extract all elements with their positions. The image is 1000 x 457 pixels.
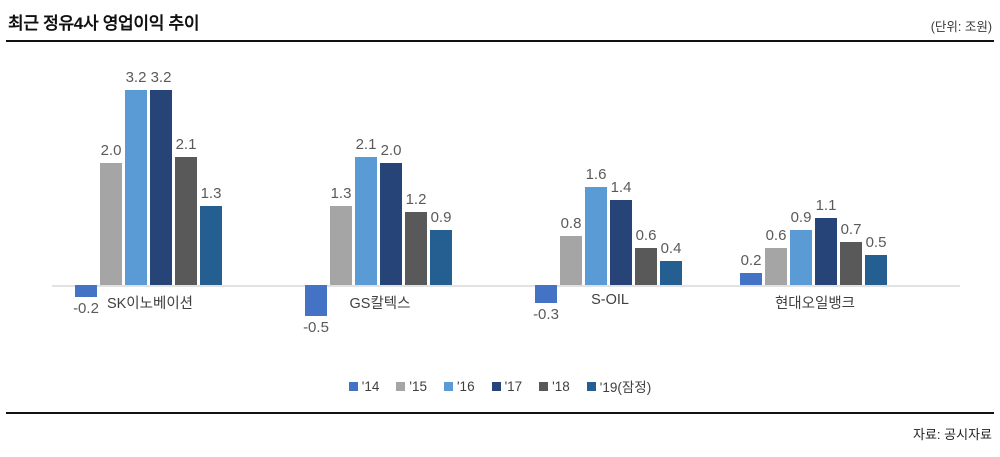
legend-swatch-icon [586,381,596,391]
bar-group: -0.3 0.8 1.6 1.4 0.6 0.4 S-OIL [533,42,685,372]
bar [150,89,172,285]
bar-value-label: 1.1 [815,196,837,214]
bar [380,163,402,285]
legend-item[interactable]: '16 [443,378,475,394]
legend-label: '19(잠정) [599,380,652,395]
bar-group: -0.2 2.0 3.2 3.2 2.1 1.3 SK이노베이션 [73,42,225,372]
bar [430,230,452,285]
legend-item[interactable]: '14 [348,378,380,394]
bar-group: -0.5 1.3 2.1 2.0 1.2 0.9 GS칼텍스 [303,42,455,372]
bar-value-label: 1.6 [585,166,607,184]
footer-divider [6,412,994,414]
bar-group: 0.2 0.6 0.9 1.1 0.7 0.5 현대오일뱅크 [740,42,890,372]
bar [765,248,787,285]
page-title: 최근 정유4사 영업이익 추이 [8,14,200,33]
bar-value-label: 2.0 [100,142,122,159]
bar-value-label: 1.3 [330,184,352,202]
legend-swatch-icon [539,381,549,391]
bar-value-label: 0.9 [790,209,812,227]
bar [635,248,657,285]
bar-value-label: 1.3 [200,184,222,202]
bar-value-label: 0.7 [840,221,862,239]
chart-header: 최근 정유4사 영업이익 추이 (단위: 조원) [0,0,1000,42]
chart-legend: '14 '15 '16 '17 '18 '19(잠정) [0,375,1000,397]
category-label: SK이노베이션 [106,296,194,312]
category-label: 현대오일뱅크 [774,296,856,312]
bar-value-label: 0.4 [660,239,682,257]
category-label: GS칼텍스 [349,296,411,312]
bar-value-label: 3.2 [150,68,172,86]
bar [330,205,352,285]
legend-label: '14 [361,378,380,394]
bar [740,272,762,285]
legend-swatch-icon [443,381,453,391]
legend-item[interactable]: '19(잠정) [586,376,652,396]
bar-value-label: 1.2 [405,190,427,208]
bar [610,199,632,285]
bar-value-label: 2.1 [175,135,197,153]
bar [100,163,122,285]
legend-item[interactable]: '17 [491,378,523,394]
legend-label: '17 [504,378,523,394]
legend-swatch-icon [396,381,406,391]
bar [560,236,582,285]
bar-value-label: 3.2 [125,68,147,86]
legend-label: '16 [456,378,475,394]
source-label: 자료: 공시자료 [913,427,992,442]
bar-value-label: 0.6 [765,227,787,245]
legend-item[interactable]: '15 [396,379,427,394]
bar [175,156,197,285]
bar-value-label: -0.3 [533,306,559,324]
unit-label: (단위: 조원) [930,20,992,34]
legend-swatch-icon [491,381,501,391]
bar [355,156,377,285]
legend-label: '15 [409,378,427,394]
bar-chart-plot: -0.2 2.0 3.2 3.2 2.1 1.3 SK이노베이션 -0.5 1.3 2.1 2.0 1… [0,42,1000,372]
bar-value-label: 0.2 [740,251,762,269]
bar [535,285,557,304]
bar-value-label: 0.8 [560,215,582,233]
bar-value-label: 1.4 [610,178,632,196]
bar [865,254,887,285]
bar [815,217,837,285]
bar-value-label: 0.6 [635,227,657,245]
bar [790,230,812,285]
legend-label: '18 [552,378,570,394]
bar [125,89,147,285]
bar [200,205,222,285]
bar [840,242,862,285]
bar-value-label: 0.9 [430,209,452,227]
bar-value-label: 2.1 [355,135,377,153]
bar-value-label: 2.0 [380,142,402,159]
bar [75,285,97,298]
legend-item[interactable]: '18 [539,379,570,394]
header-divider [6,40,994,42]
bar [585,187,607,285]
bar-value-label: 0.5 [865,233,887,251]
bar [660,260,682,285]
bar [305,285,327,316]
category-label: S-OIL [591,292,629,308]
zero-axis-line [52,285,960,287]
bar-value-label: -0.5 [303,318,329,336]
bar [405,211,427,285]
legend-swatch-icon [348,381,358,391]
bar-value-label: -0.2 [73,300,99,318]
